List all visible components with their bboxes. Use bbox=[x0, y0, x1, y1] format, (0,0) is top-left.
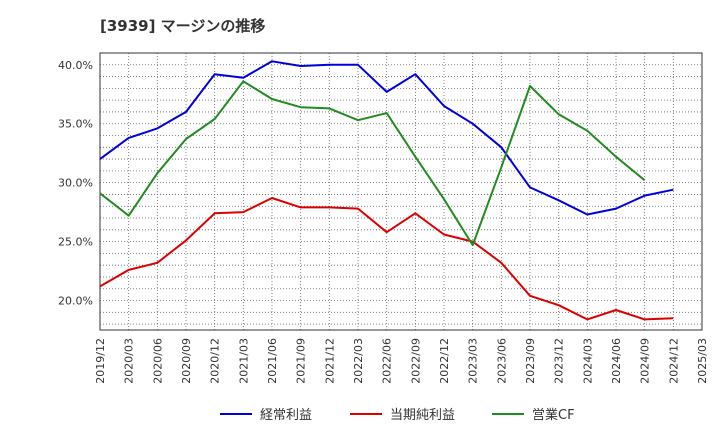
y-tick-label: 20.0% bbox=[58, 295, 93, 308]
x-tick-label: 2021/03 bbox=[237, 338, 250, 384]
x-tick-label: 2024/09 bbox=[639, 338, 652, 384]
chart-title: [3939] マージンの推移 bbox=[100, 17, 265, 35]
plot-area: 20.0% 25.0% 30.0% 35.0% 40.0% 2019/12 2020/03 2… bbox=[58, 52, 709, 384]
x-tick-label: 2021/06 bbox=[266, 338, 279, 384]
x-tick-label: 2023/03 bbox=[467, 338, 480, 384]
y-tick-label: 25.0% bbox=[58, 236, 93, 249]
x-tick-label: 2025/03 bbox=[696, 338, 709, 384]
plot-background bbox=[100, 53, 702, 330]
x-tick-label: 2020/03 bbox=[123, 338, 136, 384]
plot-frame bbox=[99, 52, 703, 331]
x-tick-label: 2020/12 bbox=[209, 338, 222, 384]
series-line bbox=[99, 197, 674, 321]
legend-label: 経常利益 bbox=[260, 408, 312, 423]
x-tick-label: 2022/12 bbox=[438, 338, 451, 384]
series-line bbox=[99, 80, 646, 247]
x-tick-label: 2024/03 bbox=[581, 338, 594, 384]
y-tick-label: 35.0% bbox=[58, 118, 93, 131]
y-tick-label: 40.0% bbox=[58, 59, 93, 72]
legend: 経常利益 当期純利益 営業CF bbox=[220, 407, 575, 423]
x-tick-label: 2021/12 bbox=[323, 338, 336, 384]
x-tick-label: 2020/09 bbox=[180, 338, 193, 384]
legend-label: 当期純利益 bbox=[390, 408, 455, 423]
x-tick-label: 2023/12 bbox=[553, 338, 566, 384]
y-tick-label: 30.0% bbox=[58, 177, 93, 190]
series-line bbox=[99, 60, 674, 216]
x-tick-label: 2023/09 bbox=[524, 338, 537, 384]
legend-label: 営業CF bbox=[532, 407, 575, 423]
x-tick-label: 2024/06 bbox=[610, 338, 623, 384]
x-tick-label: 2022/06 bbox=[381, 338, 394, 384]
x-tick-label: 2022/09 bbox=[409, 338, 422, 384]
x-tick-label: 2022/03 bbox=[352, 338, 365, 384]
x-tick-label: 2023/06 bbox=[495, 338, 508, 384]
x-tick-label: 2020/06 bbox=[151, 338, 164, 384]
x-tick-label: 2024/12 bbox=[667, 338, 680, 384]
x-tick-label: 2021/09 bbox=[295, 338, 308, 384]
x-tick-label: 2019/12 bbox=[94, 338, 107, 384]
